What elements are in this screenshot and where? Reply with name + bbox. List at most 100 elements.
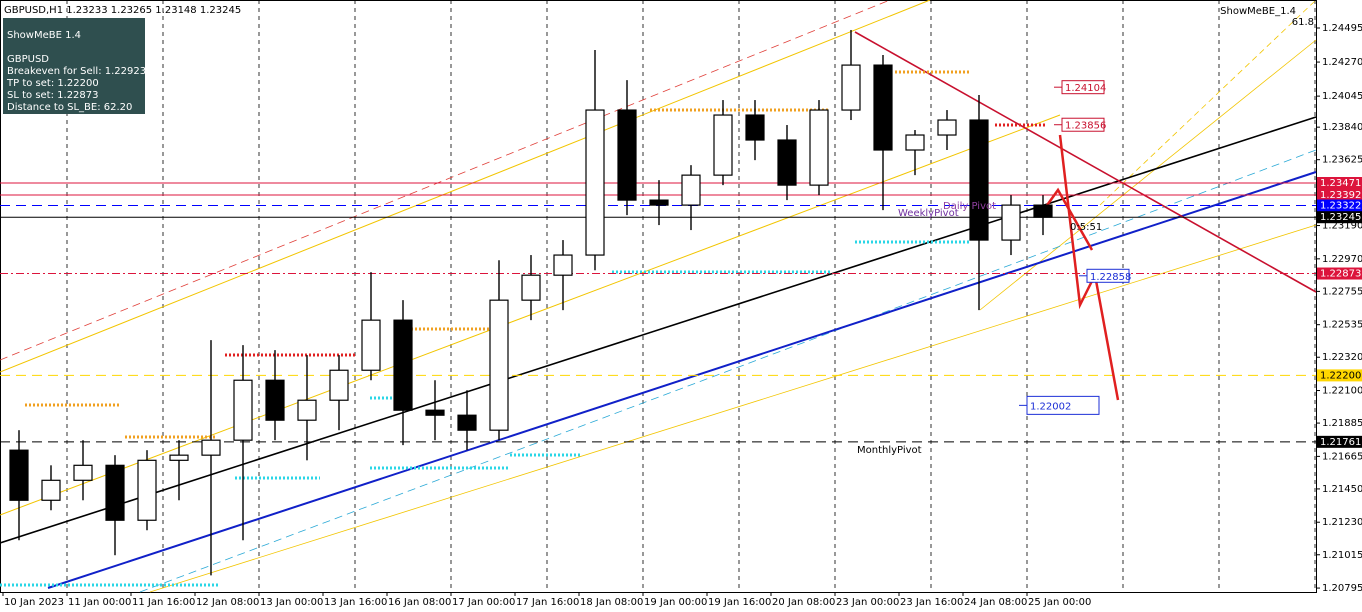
annotation-box [1061,80,1105,95]
candle-body [105,464,125,521]
x-tick-label: 11 Jan 16:00 [132,597,195,608]
fib-label: 61.8 [1292,17,1314,28]
panel-line: TP to set: 1.22200 [6,78,99,89]
price-level-label: 1.21761 [1320,437,1361,448]
pivot-label: Daily Pivot [943,201,996,212]
candle-body [649,199,669,206]
x-tick-label: 20 Jan 08:00 [772,597,835,608]
resistance-line [854,31,1317,293]
candle-body [265,379,285,421]
x-tick-label: 11 Jan 00:00 [68,597,131,608]
info-panel [3,18,145,114]
annotation-label: 1.22858 [1090,272,1131,283]
panel-line: SL to set: 1.22873 [7,90,99,101]
channel-line [149,224,1317,593]
x-tick-label: 19 Jan 16:00 [708,597,771,608]
panel-line: Breakeven for Sell: 1.22923 [7,66,146,77]
x-tick-label: 19 Jan 00:00 [644,597,707,608]
candle-body [585,109,605,256]
annotation-box [1086,268,1130,283]
candle-body [521,274,541,301]
x-tick-label: 24 Jan 08:00 [964,597,1027,608]
x-tick-label: 17 Jan 00:00 [452,597,515,608]
price-level-tag [1317,199,1362,212]
candle-body [905,134,925,151]
candle-body [297,399,317,421]
panel-line: Distance to SL_BE: 62.20 [7,102,132,113]
candle-body [809,109,829,186]
price-level-label: 1.23392 [1320,190,1361,201]
candle-body [937,119,957,136]
bar-timer: 0:5:51 [1070,222,1102,233]
candle-body [969,119,989,241]
y-tick-label: 1.23190 [1322,221,1362,232]
x-tick-label: 23 Jan 00:00 [836,597,899,608]
y-tick-label: 1.22970 [1322,254,1362,265]
x-tick-label: 12 Jan 08:00 [196,597,259,608]
x-tick-label: 10 Jan 2023 [4,597,64,608]
y-tick-label: 1.20795 [1322,583,1362,594]
candle-body [553,254,573,276]
y-tick-label: 1.23625 [1322,155,1362,166]
candle-body [841,64,861,111]
price-level-label: 1.22873 [1320,269,1361,280]
candle-body [745,114,765,141]
price-level-tag [1317,369,1362,382]
y-tick-label: 1.24270 [1322,57,1362,68]
panel-line: GBPUSD [7,54,49,65]
candle-body [9,449,29,501]
y-tick-label: 1.21450 [1322,484,1362,495]
y-tick-label: 1.22100 [1322,386,1362,397]
candle-body [713,114,733,176]
x-tick-label: 13 Jan 00:00 [260,597,323,608]
y-tick-label: 1.24045 [1322,91,1362,102]
candle-body [41,479,61,501]
pivot-label: WeeklyPivot [898,208,959,219]
candle-body [169,454,189,461]
y-tick-label: 1.22320 [1322,352,1362,363]
candle-body [329,369,349,401]
annotation-label: 1.22002 [1030,401,1071,412]
candle-body [361,319,381,371]
x-tick-label: 25 Jan 00:00 [1028,597,1091,608]
price-level-tag [1317,211,1362,224]
candle-body [1001,204,1021,241]
y-tick-label: 1.22535 [1322,320,1362,331]
y-tick-label: 1.21665 [1322,451,1362,462]
candle-body [73,464,93,481]
price-level-label: 1.23245 [1320,212,1361,223]
indicator-name: ShowMeBE_1.4 [1220,6,1296,17]
price-level-tag [1317,188,1362,201]
annotation-label: 1.23856 [1065,121,1106,132]
pivot-label: MonthlyPivot [857,445,922,456]
x-tick-label: 17 Jan 16:00 [516,597,579,608]
y-tick-label: 1.21885 [1322,418,1362,429]
forecast-arrow [1058,134,1120,401]
price-level-tag [1317,435,1362,448]
x-tick-label: 18 Jan 08:00 [580,597,643,608]
x-tick-label: 16 Jan 08:00 [388,597,451,608]
annotation-box [1026,395,1100,415]
channel-line [979,39,1317,311]
chart-title: GBPUSD,H1 1.23233 1.23265 1.23148 1.2324… [4,5,241,16]
regression-line [0,116,1317,544]
y-tick-label: 1.24495 [1322,23,1362,34]
plot-frame [0,0,1317,593]
candle-body [393,319,413,411]
candle-body [137,459,157,521]
price-level-label: 1.23471 [1320,178,1361,189]
price-level-label: 1.23322 [1320,201,1361,212]
candle-body [617,109,637,201]
annotation-box [1061,117,1105,132]
channel-line [0,0,931,373]
price-level-label: 1.22200 [1320,370,1361,381]
candle-body [489,299,509,431]
candle-body [201,439,221,456]
channel-line [0,0,891,361]
y-tick-label: 1.22755 [1322,286,1362,297]
x-tick-label: 13 Jan 16:00 [324,597,387,608]
candle-body [681,174,701,206]
